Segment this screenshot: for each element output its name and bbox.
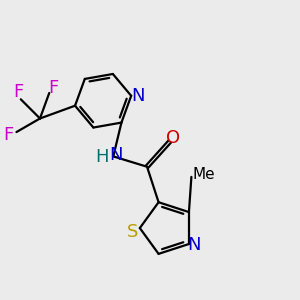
Text: Me: Me bbox=[192, 167, 215, 182]
Text: O: O bbox=[166, 129, 180, 147]
Text: H: H bbox=[95, 148, 109, 166]
Text: F: F bbox=[48, 79, 59, 97]
Text: S: S bbox=[127, 223, 139, 241]
Text: N: N bbox=[131, 87, 145, 105]
Text: F: F bbox=[3, 126, 14, 144]
Text: F: F bbox=[13, 83, 23, 101]
Text: N: N bbox=[188, 236, 201, 254]
Text: N: N bbox=[109, 146, 123, 164]
